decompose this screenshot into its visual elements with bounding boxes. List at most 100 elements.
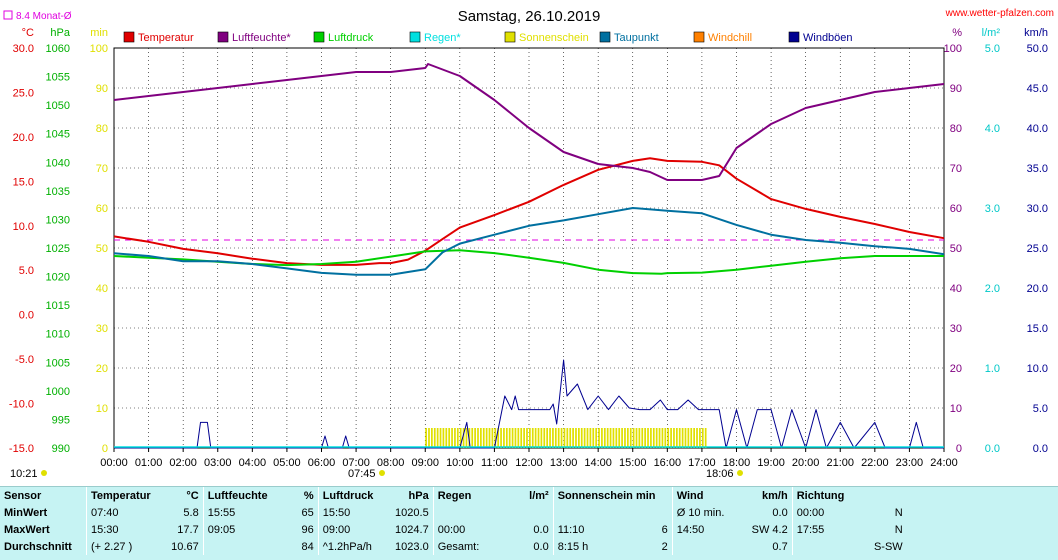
x-tick-label: 19:00 <box>757 457 785 469</box>
axis-tick-lm2: 0.0 <box>985 443 1000 455</box>
sunshine-bar <box>655 428 658 448</box>
legend-swatch <box>409 31 421 43</box>
sunshine-bar <box>684 428 687 448</box>
pressure-time: 09:00 <box>317 521 385 538</box>
sunshine-bar <box>621 428 623 448</box>
site-link[interactable]: www.wetter-pfalzen.com <box>945 8 1054 19</box>
rain-value: 0.0 <box>533 523 549 536</box>
sunshine-bar <box>580 428 583 448</box>
sunshine-bar <box>491 428 494 448</box>
x-tick-label: 24:00 <box>930 457 958 469</box>
legend-swatch <box>313 31 325 43</box>
x-tick-label: 16:00 <box>654 457 682 469</box>
sunshine-bar <box>500 428 502 448</box>
axis-tick-hpa: 1010 <box>46 329 70 341</box>
axis-tick-kmh: 5.0 <box>1033 403 1048 415</box>
summary-header-row: Sensor Temperatur °C Luftfeuchte % Luftd… <box>0 487 907 504</box>
sunshine-bar <box>635 428 638 448</box>
hdr-temp-unit: °C <box>186 489 199 502</box>
axis-tick-hpa: 1045 <box>46 129 70 141</box>
axis-unit-kmh: km/h <box>1024 27 1048 39</box>
sunshine-bar <box>664 428 667 448</box>
axis-tick-celsius: -10.0 <box>9 399 34 411</box>
sunshine-bar <box>445 428 448 448</box>
sunshine-bar <box>675 428 678 448</box>
sunshine-bar <box>514 428 517 448</box>
humidity-value: 65 <box>301 506 314 519</box>
sunshine-bar <box>529 428 531 448</box>
direction-time: 17:55 <box>791 521 849 538</box>
sunshine-bar <box>540 428 543 448</box>
hdr-rain: Regen <box>432 487 500 504</box>
x-tick-label: 18:00 <box>723 457 751 469</box>
x-tick-label: 03:00 <box>204 457 232 469</box>
pressure-time: ^1.2hPa/h <box>317 538 385 555</box>
axis-tick-min: 100 <box>90 43 108 55</box>
axis-tick-percent: 70 <box>950 163 962 175</box>
axis-tick-hpa: 1040 <box>46 157 70 169</box>
axis-tick-hpa: 1000 <box>46 386 70 398</box>
axis-tick-percent: 40 <box>950 283 962 295</box>
axis-tick-kmh: 10.0 <box>1027 363 1048 375</box>
sunshine-bar <box>462 428 465 448</box>
axis-tick-percent: 100 <box>944 43 962 55</box>
month-avg-label: 8.4 Monat-Ø <box>16 11 72 22</box>
sunshine-bar <box>520 428 523 448</box>
sunshine-bar <box>471 428 474 448</box>
axis-tick-kmh: 15.0 <box>1027 323 1048 335</box>
axis-tick-min: 20 <box>96 363 108 375</box>
sunset-time: 18:06 <box>706 468 734 480</box>
sunshine-bar <box>572 428 574 448</box>
x-tick-label: 08:00 <box>377 457 405 469</box>
legend-swatch <box>123 31 135 43</box>
sunshine-bar <box>531 428 534 448</box>
legend-swatch <box>599 31 611 43</box>
axis-tick-percent: 90 <box>950 83 962 95</box>
axis-tick-hpa: 1060 <box>46 43 70 55</box>
sunshine-bar <box>575 428 577 448</box>
pressure-value: 1023.0 <box>395 540 429 553</box>
axis-tick-kmh: 35.0 <box>1027 163 1048 175</box>
series-line-luftfeuchte <box>113 63 945 181</box>
wind-value: 0.0 <box>772 506 788 519</box>
hdr-humidity: Luftfeuchte <box>202 487 290 504</box>
axis-tick-celsius: 20.0 <box>13 132 34 144</box>
sunshine-bar <box>454 428 456 448</box>
sunshine-bar <box>552 428 554 448</box>
sunshine-bar <box>626 428 629 448</box>
sunshine-bar <box>652 428 655 448</box>
sunshine-bar <box>693 428 695 448</box>
axis-tick-percent: 50 <box>950 243 962 255</box>
hdr-pressure-unit: hPa <box>408 489 429 502</box>
axis-unit-hpa: hPa <box>50 27 70 39</box>
sunshine-bar <box>687 428 690 448</box>
table-row: MaxWert 15:30 17.7 09:05 96 09:00 1024.7… <box>0 521 907 538</box>
sunshine-bars <box>425 428 707 448</box>
sunshine-bar <box>508 428 511 448</box>
direction-time: 00:00 <box>791 504 849 521</box>
axis-tick-min: 90 <box>96 83 108 95</box>
x-tick-label: 22:00 <box>861 457 889 469</box>
sunshine-bar <box>589 428 592 448</box>
sunshine-bar <box>632 428 635 448</box>
sunshine-bar <box>569 428 572 448</box>
humidity-value: 96 <box>301 523 314 536</box>
axis-tick-hpa: 1050 <box>46 100 70 112</box>
axis-tick-percent: 30 <box>950 323 962 335</box>
sunshine-bar <box>701 428 704 448</box>
sunshine-bar <box>696 428 698 448</box>
temp-time: 07:40 <box>85 504 155 521</box>
sunshine-bar <box>583 428 586 448</box>
temp-value: 5.8 <box>183 506 199 519</box>
sunshine-bar <box>451 428 453 448</box>
axis-tick-celsius: 15.0 <box>13 176 34 188</box>
series-lines <box>113 63 945 449</box>
sunshine-bar <box>488 428 491 448</box>
x-tick-label: 17:00 <box>688 457 716 469</box>
axis-tick-hpa: 995 <box>52 414 70 426</box>
axis-tick-hpa: 1015 <box>46 300 70 312</box>
x-tick-label: 02:00 <box>169 457 197 469</box>
hdr-direction: Richtung <box>791 487 907 504</box>
wind-time <box>671 538 739 555</box>
sunshine-bar <box>428 428 430 448</box>
